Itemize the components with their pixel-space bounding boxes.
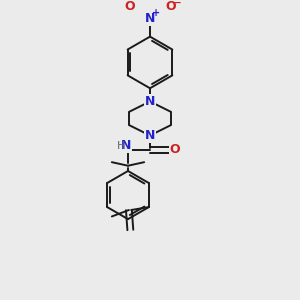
Text: N: N: [121, 139, 132, 152]
Text: H: H: [117, 141, 126, 151]
Text: N: N: [145, 129, 155, 142]
Text: N: N: [145, 95, 155, 108]
Text: N: N: [145, 12, 155, 25]
Text: O: O: [165, 1, 176, 13]
Text: O: O: [169, 143, 180, 156]
Text: O: O: [124, 1, 135, 13]
Text: −: −: [173, 0, 182, 8]
Text: +: +: [152, 8, 160, 18]
